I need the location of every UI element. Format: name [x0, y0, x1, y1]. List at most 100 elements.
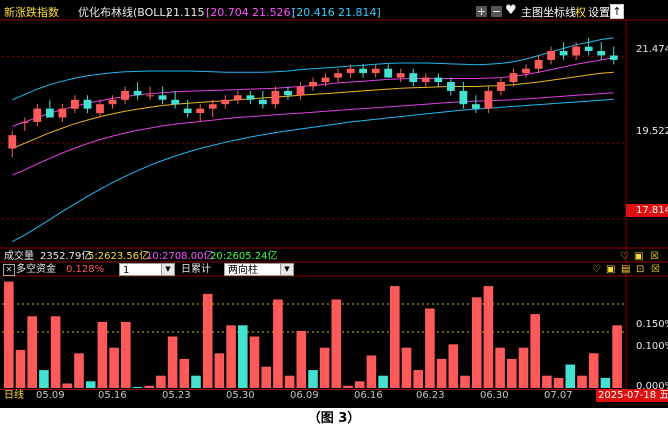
- capital-bar: [50, 316, 61, 388]
- candle-body: [221, 99, 230, 105]
- candle-body: [396, 73, 405, 78]
- volume-settings-icon[interactable]: ▣: [634, 251, 644, 262]
- capital-bar: [167, 336, 178, 388]
- capital-bar: [179, 358, 190, 388]
- capital-bar: [226, 325, 236, 388]
- date-label: 05.23: [162, 390, 191, 401]
- candle-body: [384, 68, 393, 78]
- capital-bar: [214, 353, 225, 388]
- zoom-in-button[interactable]: +: [476, 5, 487, 18]
- capital-settings-icon[interactable]: ▤: [621, 264, 631, 275]
- candle-body: [96, 104, 104, 114]
- capital-bar: [530, 314, 540, 388]
- price-label-high: 21.474: [636, 44, 668, 55]
- capital-bar: [401, 347, 412, 388]
- period-label[interactable]: 日线: [4, 390, 24, 401]
- candle-body: [146, 95, 154, 97]
- volume-heart-icon[interactable]: ♡: [620, 251, 629, 262]
- candle-body: [421, 77, 430, 82]
- capital-bar: [273, 299, 283, 388]
- capital-bar: [425, 308, 435, 388]
- candle-body: [309, 82, 317, 87]
- capital-bar: [612, 325, 622, 388]
- volume-ma5: 5:2623.56亿: [88, 251, 150, 262]
- capital-close-icon[interactable]: ☒: [651, 264, 660, 275]
- capital-bar: [144, 385, 154, 388]
- main-chart-button[interactable]: 主图: [521, 6, 543, 19]
- boll-lower-outer-line: [12, 98, 614, 243]
- candle-body: [559, 51, 568, 56]
- capital-axis-label-high: 0.150%: [636, 319, 668, 330]
- current-date: 2025-07-18 五: [598, 390, 668, 401]
- capital-bar: [296, 330, 307, 388]
- boll-upper-outer-line: [12, 37, 614, 101]
- candle-body: [246, 95, 255, 100]
- candle-body: [359, 68, 367, 74]
- date-label: 05.16: [98, 390, 127, 401]
- capital-bar: [74, 353, 84, 388]
- current-date-tag: [596, 389, 668, 402]
- capital-collapse-icon[interactable]: ✕: [3, 264, 15, 276]
- rights-button[interactable]: 权: [575, 6, 586, 19]
- price-label-low: 17.814: [636, 205, 668, 216]
- capital-bar: [436, 358, 447, 388]
- candle-body: [133, 90, 142, 96]
- capital-bar: [588, 353, 599, 388]
- capital-bar: [4, 281, 14, 388]
- capital-bar: [495, 347, 505, 388]
- capital-bar: [483, 286, 494, 388]
- candle-body: [447, 82, 455, 91]
- candle-body: [346, 68, 355, 74]
- capital-bar: [238, 325, 248, 388]
- indicator-name[interactable]: 优化布林线(BOLL): [78, 6, 170, 19]
- capital-bar: [343, 385, 353, 388]
- price-label-mid: 19.522: [636, 126, 668, 137]
- candle-body: [509, 73, 518, 83]
- capital-bar: [448, 344, 459, 388]
- capital-bar: [249, 336, 260, 388]
- candle-body: [208, 104, 217, 109]
- capital-heart-icon[interactable]: ♡: [592, 264, 601, 275]
- candle-body: [609, 55, 618, 60]
- volume-close-icon[interactable]: ☒: [650, 251, 659, 262]
- capital-bar: [518, 347, 529, 388]
- capital-window-icon[interactable]: ▣: [606, 264, 616, 275]
- period-select[interactable]: 1 ▼: [119, 263, 175, 276]
- candle-body: [121, 90, 129, 100]
- capital-bar: [577, 375, 587, 388]
- bar-mode-select[interactable]: 两向柱 ▼: [224, 263, 294, 276]
- boll-inner-high-value: 21.526]: [252, 6, 295, 19]
- candle-body: [271, 90, 280, 105]
- capital-bar: [132, 386, 143, 388]
- date-label: 05.09: [36, 390, 65, 401]
- coordinate-line-button[interactable]: 坐标线: [543, 6, 576, 19]
- capital-bar: [191, 375, 201, 388]
- candle-body: [46, 108, 54, 118]
- index-name: 新涨跌指数: [4, 6, 59, 19]
- zoom-out-button[interactable]: −: [491, 5, 502, 18]
- capital-bar: [413, 370, 423, 388]
- chart-canvas[interactable]: [0, 0, 668, 408]
- capital-bar: [366, 355, 377, 388]
- current-price-tag: [626, 204, 668, 217]
- candle-body: [171, 99, 180, 105]
- capital-bar: [85, 381, 96, 388]
- candle-body: [296, 86, 305, 96]
- date-label: 06.30: [480, 390, 509, 401]
- capital-bar: [553, 377, 564, 388]
- capital-axis-label-zero: 0.000%: [636, 381, 668, 392]
- candle-body: [33, 108, 42, 122]
- candle-body: [472, 104, 480, 109]
- candle-body: [334, 73, 342, 78]
- candle-body: [409, 73, 418, 83]
- candle-body: [572, 46, 581, 56]
- candle-body: [434, 77, 443, 82]
- volume-title: 成交量: [4, 251, 34, 262]
- capital-pin-icon[interactable]: ⊡: [636, 264, 645, 275]
- expand-up-icon[interactable]: ↑: [610, 4, 624, 19]
- bar-mode-select-value: 两向柱: [228, 265, 258, 276]
- volume-ma10: 10:2708.00亿: [146, 251, 214, 262]
- settings-button[interactable]: 设置: [588, 6, 610, 19]
- favorite-heart-icon[interactable]: ♥: [505, 3, 517, 18]
- capital-bar: [39, 370, 49, 388]
